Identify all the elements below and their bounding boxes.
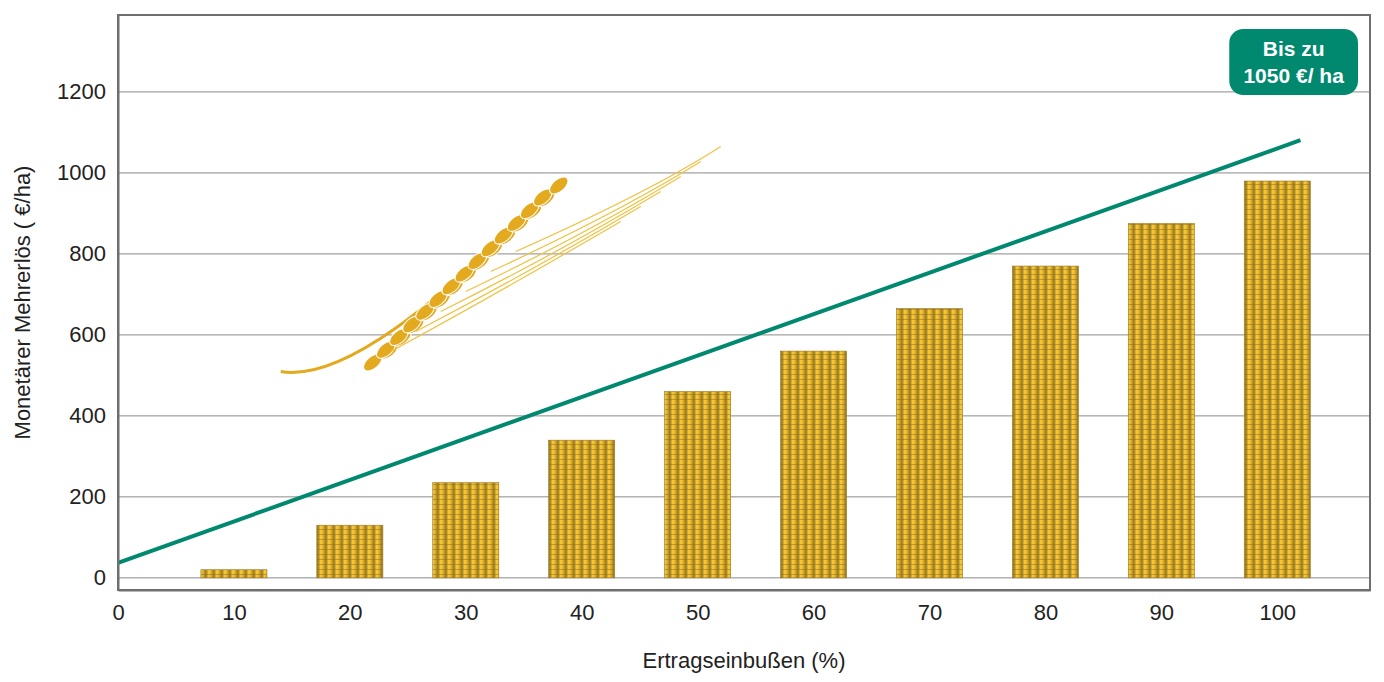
tick: 50	[686, 590, 710, 625]
grid-line	[118, 172, 1370, 173]
tick: 1200	[57, 79, 118, 104]
tick: 90	[1150, 590, 1174, 625]
tick: 1000	[57, 160, 118, 185]
tick-label: 60	[802, 600, 826, 625]
bar	[549, 440, 615, 578]
bar	[665, 392, 731, 578]
tick: 0	[94, 565, 118, 590]
tick-label: 400	[69, 403, 106, 428]
tick-label: 600	[69, 322, 106, 347]
tick: 80	[1034, 590, 1058, 625]
grid	[118, 92, 1370, 578]
annotation-box	[1229, 29, 1358, 95]
tick-label: 70	[918, 600, 942, 625]
tick-label: 0	[112, 600, 124, 625]
tick-label: 0	[94, 565, 106, 590]
tick-label: 20	[338, 600, 362, 625]
tick: 70	[918, 590, 942, 625]
line	[118, 140, 1300, 563]
bar	[1244, 181, 1310, 578]
tick: 10	[222, 590, 246, 625]
axis-line	[118, 16, 120, 591]
plot-frame	[118, 15, 1370, 590]
tick-label: 1000	[57, 160, 106, 185]
tick: 600	[69, 322, 118, 347]
bar	[201, 570, 267, 578]
y-axis: 0 200 400 600 800 1000 1200	[57, 16, 118, 591]
tick: 100	[1259, 590, 1296, 625]
plot: 0102030405060708090100020040060080010001…	[57, 15, 1370, 625]
annotation-line: Bis zu	[1263, 37, 1325, 60]
tick-label: 90	[1150, 600, 1174, 625]
wheat-stem	[281, 182, 561, 373]
x-axis-title: Ertragseinbußen (%)	[643, 648, 846, 673]
tick-label: 80	[1034, 600, 1058, 625]
tick: 40	[570, 590, 594, 625]
wheat-decoration	[281, 147, 721, 375]
chart: 0102030405060708090100020040060080010001…	[0, 0, 1384, 682]
tick: 200	[69, 484, 118, 509]
wheat-awn	[491, 162, 701, 272]
marks	[118, 140, 1310, 578]
tick-label: 800	[69, 241, 106, 266]
wheat-awn	[391, 222, 621, 352]
tick: 30	[454, 590, 478, 625]
annotation-line: 1050 €/ ha	[1243, 64, 1344, 87]
wheat-awn	[516, 147, 721, 252]
bar	[433, 483, 499, 578]
wheat-awn	[416, 207, 641, 332]
tick-label: 40	[570, 600, 594, 625]
annotation: Bis zu 1050 €/ ha	[1229, 29, 1358, 95]
bar	[781, 351, 847, 578]
y-axis-title: Monetärer Mehrerlös ( €/ha)	[10, 166, 35, 440]
annotation-text: Bis zu 1050 €/ ha	[1243, 37, 1344, 87]
tick-label: 200	[69, 484, 106, 509]
tick: 400	[69, 403, 118, 428]
wheat-awn	[441, 192, 661, 312]
grid-line	[118, 91, 1370, 92]
bar	[317, 525, 383, 578]
bar	[1012, 266, 1078, 578]
tick-label: 30	[454, 600, 478, 625]
tick-label: 1200	[57, 79, 106, 104]
tick: 60	[802, 590, 826, 625]
wheat-awn	[466, 177, 681, 292]
x-axis: 0 10 20 30 40 50 60 70 80 90 100	[112, 590, 1370, 625]
wheat-grain	[546, 174, 571, 197]
tick: 0	[112, 590, 124, 625]
tick-label: 10	[222, 600, 246, 625]
tick-label: 100	[1259, 600, 1296, 625]
bar	[896, 309, 962, 578]
tick-label: 50	[686, 600, 710, 625]
tick: 800	[69, 241, 118, 266]
axis-line	[119, 590, 1371, 592]
bar	[1128, 224, 1194, 578]
tick: 20	[338, 590, 362, 625]
